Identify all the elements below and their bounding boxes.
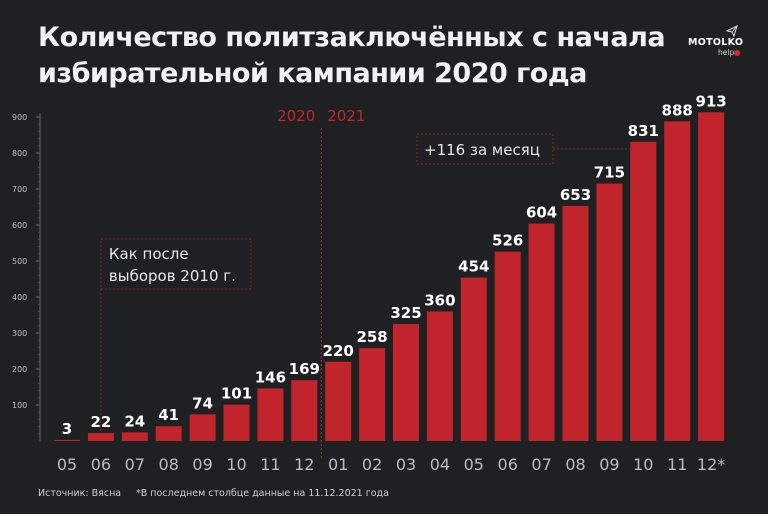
bar-09 — [189, 414, 216, 441]
x-tick-label: 11 — [667, 455, 687, 474]
x-tick-label: 09 — [192, 455, 212, 474]
footnote: *В последнем столбце данные на 11.12.202… — [136, 488, 389, 499]
year-divider: 2020 2021 — [277, 107, 365, 458]
y-tick-label: 900 — [12, 113, 27, 122]
x-tick-label: 04 — [430, 455, 450, 474]
annotations: Как после выборов 2010 г. +116 за месяц — [100, 133, 631, 432]
x-tick-label: 03 — [396, 455, 416, 474]
bar-05 — [460, 277, 487, 441]
logo-text: MOTOLKO — [688, 37, 744, 48]
bar-06 — [87, 433, 114, 441]
logo-dot — [734, 50, 740, 56]
x-tick-label: 08 — [159, 455, 179, 474]
x-axis-labels: 05 06 07 08 09 10 11 12 01 02 03 04 05 06 07 08 09 10 11 12… — [57, 455, 725, 474]
x-tick-label: 08 — [565, 455, 585, 474]
y-tick-label: 500 — [12, 257, 27, 266]
year-label-2021: 2021 — [327, 107, 365, 125]
source-note: Источник: Вясна — [38, 488, 122, 499]
bar-10 — [223, 404, 250, 441]
annotation-box-month — [416, 133, 554, 165]
value-label: 653 — [560, 186, 591, 204]
bar-08 — [562, 205, 589, 441]
bar-05 — [54, 439, 80, 441]
value-label: 604 — [526, 204, 557, 222]
annotation-text-month: +116 за месяц — [424, 141, 540, 159]
bar-07 — [528, 223, 555, 441]
value-label: 220 — [323, 342, 354, 360]
value-label: 526 — [492, 232, 523, 250]
bar-01 — [325, 361, 352, 441]
bar-10 — [630, 141, 657, 441]
x-tick-label: 06 — [498, 455, 518, 474]
value-label: 715 — [594, 164, 625, 182]
chart-title-line-2: избирательной кампании 2020 года — [38, 58, 587, 89]
x-tick-label: 12* — [697, 455, 725, 474]
bar-12 — [291, 380, 318, 441]
bar-07 — [121, 432, 148, 441]
bar-02 — [359, 348, 386, 441]
x-tick-label: 05 — [57, 455, 77, 474]
bar-11 — [257, 388, 284, 441]
value-label: 831 — [628, 122, 659, 140]
x-tick-label: 10 — [226, 455, 246, 474]
bar-06 — [494, 251, 521, 441]
chart-title: Количество политзаключённых с начала изб… — [38, 20, 666, 92]
bar-11 — [664, 121, 691, 441]
bar-12* — [698, 112, 725, 441]
value-label: 325 — [390, 304, 421, 322]
x-tick-label: 06 — [91, 455, 111, 474]
value-label: 22 — [90, 413, 111, 431]
value-label: 3 — [62, 420, 72, 438]
x-tick-label: 12 — [294, 455, 314, 474]
x-tick-label: 07 — [125, 455, 145, 474]
value-label: 913 — [695, 92, 726, 110]
x-tick-label: 05 — [464, 455, 484, 474]
x-tick-label: 02 — [362, 455, 382, 474]
y-tick-label: 600 — [12, 221, 27, 230]
bar-03 — [393, 324, 419, 441]
y-tick-label: 300 — [12, 329, 27, 338]
value-label: 101 — [221, 385, 252, 403]
y-tick-label: 400 — [12, 293, 27, 302]
logo-subtext: help — [718, 48, 735, 57]
y-axis: 100 200 300 400 500 600 700 800 900 — [12, 113, 41, 441]
value-label: 169 — [289, 360, 320, 378]
year-label-2020: 2020 — [277, 107, 315, 125]
x-tick-label: 10 — [633, 455, 653, 474]
motolko-logo[interactable]: MOTOLKO help — [688, 25, 748, 58]
x-tick-label: 09 — [599, 455, 619, 474]
x-tick-label: 01 — [328, 455, 348, 474]
y-tick-label: 700 — [12, 185, 27, 194]
chart-title-line-1: Количество политзаключённых с начала — [38, 22, 666, 53]
bar-04 — [426, 311, 453, 441]
paper-plane-icon — [726, 25, 738, 37]
bar-08 — [155, 426, 182, 441]
value-label: 258 — [356, 328, 387, 346]
value-label: 41 — [158, 406, 179, 424]
value-label: 146 — [255, 368, 286, 386]
x-tick-label: 07 — [531, 455, 551, 474]
annotation-text-2010-line-2: выборов 2010 г. — [109, 267, 236, 285]
y-tick-label: 200 — [12, 365, 27, 374]
bar-09 — [596, 183, 623, 441]
value-label: 888 — [662, 101, 693, 119]
y-tick-label: 100 — [12, 401, 27, 410]
value-label: 454 — [458, 258, 489, 276]
y-tick-label: 800 — [12, 149, 27, 158]
x-tick-label: 11 — [260, 455, 280, 474]
annotation-text-2010-line-1: Как после — [109, 245, 189, 263]
value-label: 360 — [424, 291, 455, 309]
value-label: 24 — [124, 412, 145, 430]
value-label: 74 — [192, 394, 213, 412]
bars — [54, 112, 725, 441]
